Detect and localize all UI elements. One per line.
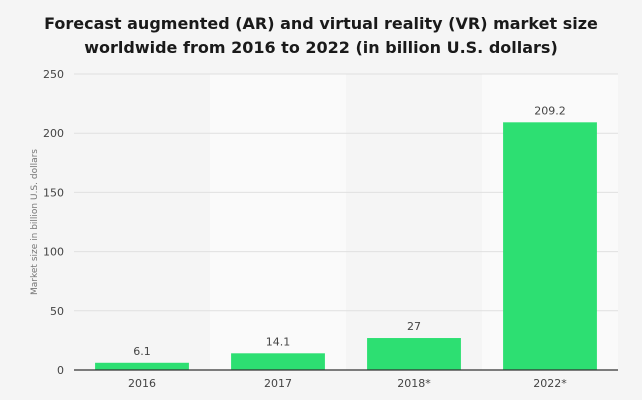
y-tick-label: 100 bbox=[43, 246, 64, 259]
category-band bbox=[210, 74, 346, 370]
y-tick-label: 0 bbox=[57, 364, 64, 377]
y-tick-label: 250 bbox=[43, 68, 64, 81]
y-tick-label: 50 bbox=[50, 305, 64, 318]
data-label: 6.1 bbox=[133, 345, 151, 358]
x-tick-label: 2017 bbox=[264, 377, 292, 390]
y-tick-label: 150 bbox=[43, 186, 64, 199]
bar bbox=[367, 338, 461, 370]
x-tick-label: 2018* bbox=[397, 377, 431, 390]
chart-title-line-2: worldwide from 2016 to 2022 (in billion … bbox=[84, 38, 558, 57]
y-axis-label: Market size in billion U.S. dollars bbox=[30, 149, 40, 295]
x-tick-label: 2016 bbox=[128, 377, 156, 390]
chart-title-line-1: Forecast augmented (AR) and virtual real… bbox=[44, 14, 598, 33]
bar bbox=[503, 122, 597, 371]
bar bbox=[95, 362, 189, 370]
data-label: 27 bbox=[407, 320, 421, 333]
data-label: 209.2 bbox=[534, 104, 566, 117]
data-label: 14.1 bbox=[266, 335, 291, 348]
chart-title: Forecast augmented (AR) and virtual real… bbox=[0, 12, 642, 60]
bar bbox=[231, 353, 325, 370]
x-tick-label: 2022* bbox=[533, 377, 567, 390]
y-tick-label: 200 bbox=[43, 127, 64, 140]
